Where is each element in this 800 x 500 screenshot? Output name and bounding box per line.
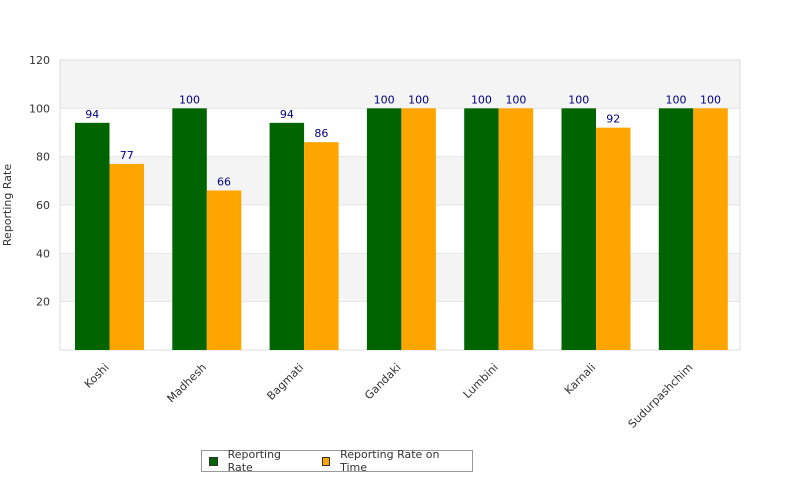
data-label: 100 — [374, 93, 395, 106]
bar-reporting-rate-bagmati[interactable] — [269, 122, 305, 350]
y-axis-ticks: 20 40 60 80 100 120 — [29, 54, 50, 309]
x-tick-label: Sudurpashchim — [626, 361, 696, 431]
data-label: 86 — [314, 127, 328, 140]
bar-reporting-rate-on-time-gandaki[interactable] — [401, 108, 436, 350]
bar-reporting-rate-koshi[interactable] — [75, 122, 110, 350]
y-tick-label: 120 — [29, 54, 50, 67]
bar-reporting-rate-on-time-lumbini[interactable] — [498, 108, 534, 350]
y-tick-label: 100 — [29, 102, 50, 115]
y-tick-label: 80 — [36, 151, 50, 164]
data-label: 100 — [471, 93, 492, 106]
data-labels: 94 77 100 66 94 86 100 100 100 100 100 92 100 100 — [85, 93, 721, 188]
bars — [75, 108, 728, 351]
x-tick-label: Karnali — [562, 361, 598, 397]
data-label: 100 — [666, 93, 687, 106]
grid-band — [60, 60, 740, 109]
bar-reporting-rate-on-time-sudurpashchim[interactable] — [693, 108, 728, 350]
data-label: 100 — [505, 93, 526, 106]
legend: Reporting Rate Reporting Rate on Time — [201, 448, 473, 474]
data-label: 100 — [568, 93, 589, 106]
y-tick-label: 40 — [36, 247, 50, 260]
x-tick-label: Koshi — [82, 361, 112, 391]
x-tick-label: Lumbini — [461, 361, 501, 401]
data-label: 100 — [179, 93, 200, 106]
data-label: 77 — [120, 149, 134, 162]
data-label: 94 — [85, 108, 99, 121]
legend-label: Reporting Rate on Time — [340, 448, 440, 474]
x-axis-ticks: Koshi Madhesh Bagmati Gandaki Lumbini Karnali… — [82, 361, 696, 431]
y-axis-title: Reporting Rate — [1, 164, 14, 246]
bar-reporting-rate-karnali[interactable] — [561, 108, 597, 350]
y-tick-label: 20 — [36, 296, 50, 309]
x-tick-label: Gandaki — [362, 361, 403, 402]
bar-reporting-rate-sudurpashchim[interactable] — [658, 108, 694, 350]
data-label: 100 — [700, 93, 721, 106]
data-label: 92 — [606, 113, 620, 126]
x-tick-label: Madhesh — [165, 361, 209, 405]
bar-reporting-rate-on-time-karnali[interactable] — [596, 127, 631, 351]
y-tick-label: 60 — [36, 199, 50, 212]
legend-label: Reporting Rate — [227, 448, 282, 474]
x-tick-label: Bagmati — [264, 361, 306, 403]
legend-item-reporting-rate-on-time[interactable]: Reporting Rate on Time — [321, 448, 462, 474]
bar-reporting-rate-on-time-koshi[interactable] — [109, 163, 145, 350]
legend-swatch-icon — [209, 456, 218, 466]
data-label: 100 — [408, 93, 429, 106]
legend-swatch-icon — [321, 456, 331, 466]
bar-reporting-rate-gandaki[interactable] — [366, 108, 402, 350]
legend-item-reporting-rate[interactable]: Reporting Rate — [209, 448, 305, 474]
bar-reporting-rate-lumbini[interactable] — [464, 108, 499, 350]
data-label: 66 — [217, 176, 231, 189]
data-label: 94 — [280, 108, 294, 121]
bar-reporting-rate-madhesh[interactable] — [172, 108, 207, 350]
bar-reporting-rate-on-time-madhesh[interactable] — [206, 190, 242, 351]
bar-reporting-rate-on-time-bagmati[interactable] — [304, 142, 339, 350]
